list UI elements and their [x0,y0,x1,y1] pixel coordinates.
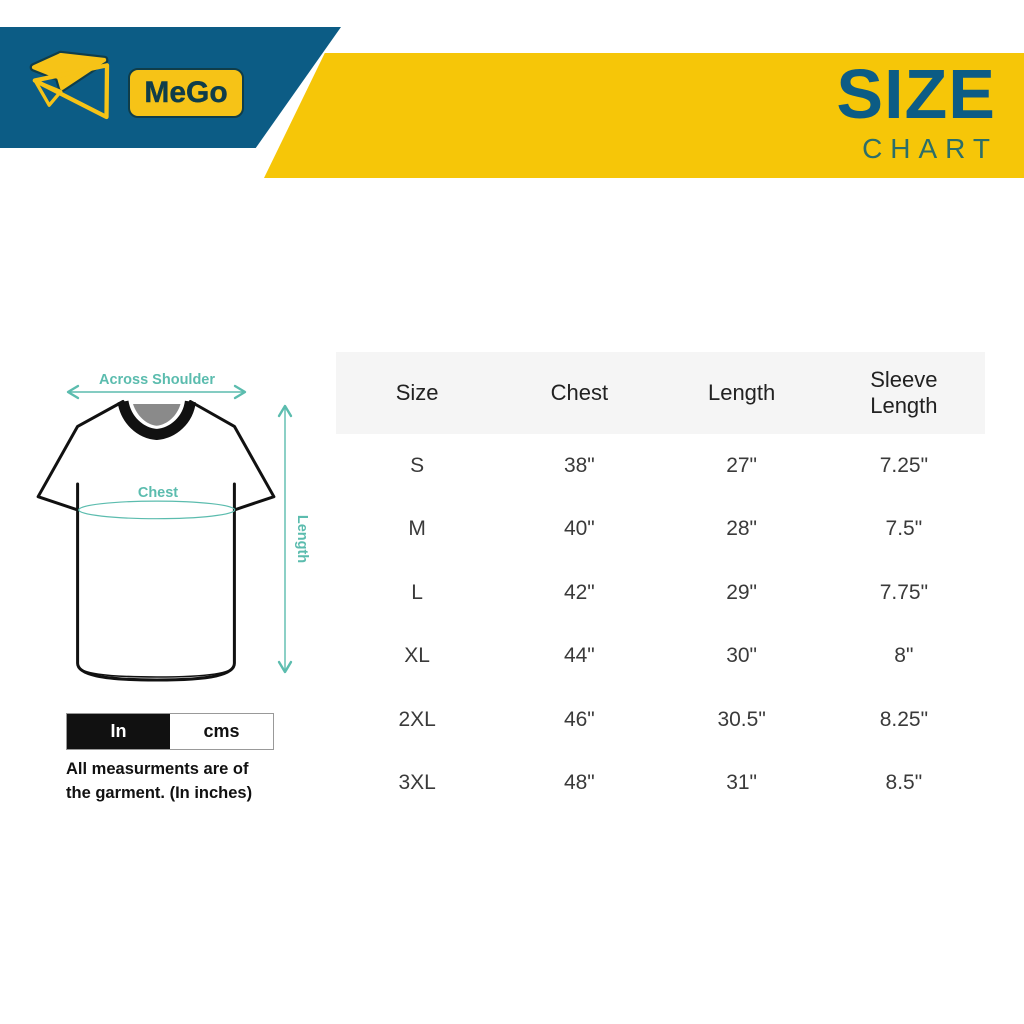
svg-text:Chest: Chest [138,485,178,501]
svg-text:Length: Length [294,515,310,563]
svg-text:Across Shoulder: Across Shoulder [99,372,215,388]
